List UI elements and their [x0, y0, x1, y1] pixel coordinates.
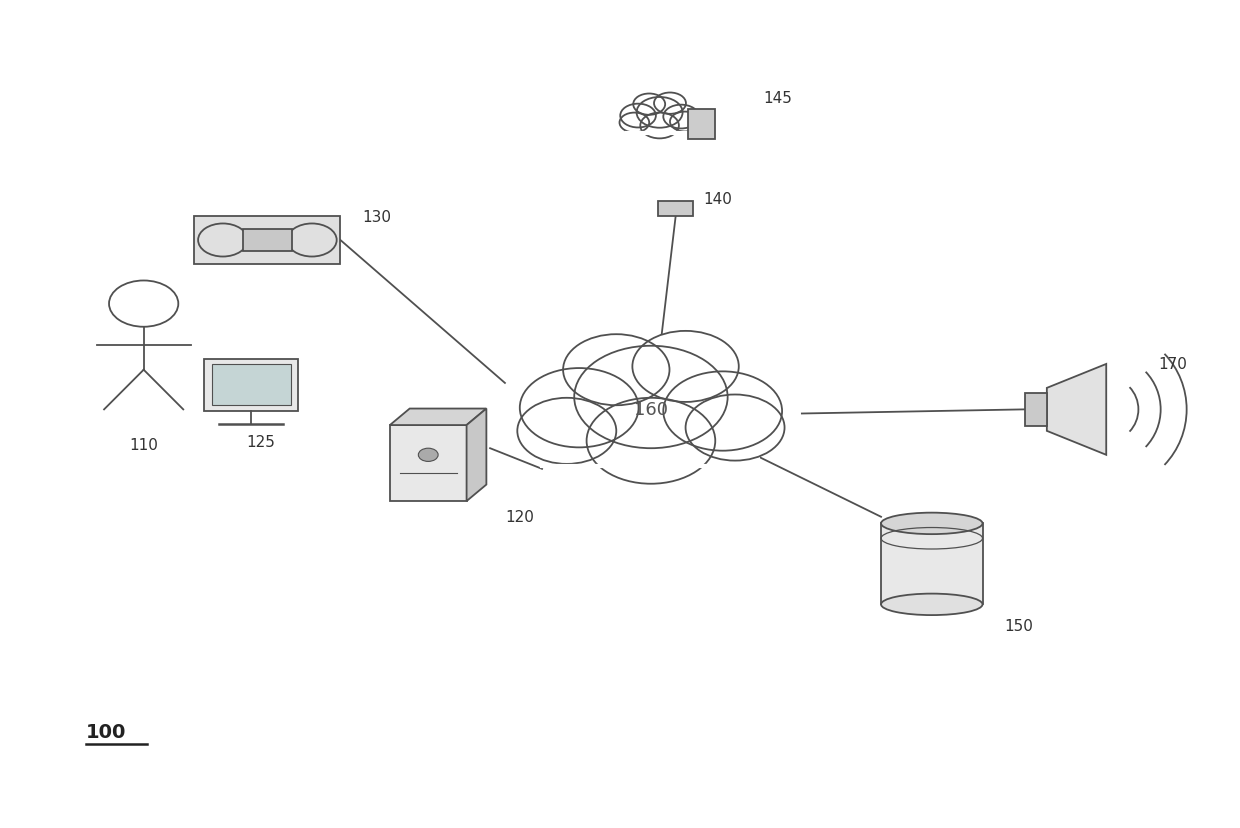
Text: 150: 150 — [1004, 619, 1034, 633]
Circle shape — [563, 335, 670, 406]
Polygon shape — [389, 409, 486, 426]
FancyBboxPatch shape — [389, 426, 466, 502]
Ellipse shape — [882, 513, 982, 535]
Circle shape — [418, 449, 438, 462]
Circle shape — [686, 395, 785, 461]
Circle shape — [634, 94, 665, 116]
Text: 160: 160 — [634, 401, 668, 419]
Circle shape — [520, 368, 639, 448]
Circle shape — [632, 331, 739, 402]
Text: 100: 100 — [86, 722, 126, 741]
FancyBboxPatch shape — [212, 365, 291, 406]
FancyBboxPatch shape — [688, 110, 715, 140]
FancyBboxPatch shape — [205, 359, 299, 412]
Circle shape — [636, 98, 682, 128]
FancyBboxPatch shape — [542, 415, 760, 466]
Circle shape — [653, 94, 686, 115]
Polygon shape — [1047, 364, 1106, 455]
Text: 110: 110 — [129, 437, 159, 452]
FancyBboxPatch shape — [1024, 393, 1047, 426]
Text: 125: 125 — [247, 434, 275, 449]
FancyBboxPatch shape — [243, 230, 293, 252]
Polygon shape — [466, 409, 486, 502]
Text: 140: 140 — [703, 192, 732, 207]
FancyBboxPatch shape — [195, 217, 341, 265]
Circle shape — [620, 113, 650, 133]
Circle shape — [620, 104, 656, 128]
Circle shape — [640, 113, 678, 139]
Text: 130: 130 — [362, 210, 392, 225]
Text: 120: 120 — [505, 510, 533, 525]
Circle shape — [574, 346, 728, 449]
Text: 170: 170 — [1158, 357, 1187, 372]
Circle shape — [663, 105, 699, 129]
Circle shape — [663, 372, 782, 451]
FancyBboxPatch shape — [882, 524, 982, 604]
Circle shape — [670, 113, 699, 132]
FancyBboxPatch shape — [658, 202, 693, 217]
Circle shape — [587, 398, 715, 484]
Circle shape — [517, 398, 616, 465]
Ellipse shape — [882, 594, 982, 615]
FancyBboxPatch shape — [627, 118, 692, 134]
Text: 145: 145 — [764, 91, 792, 106]
